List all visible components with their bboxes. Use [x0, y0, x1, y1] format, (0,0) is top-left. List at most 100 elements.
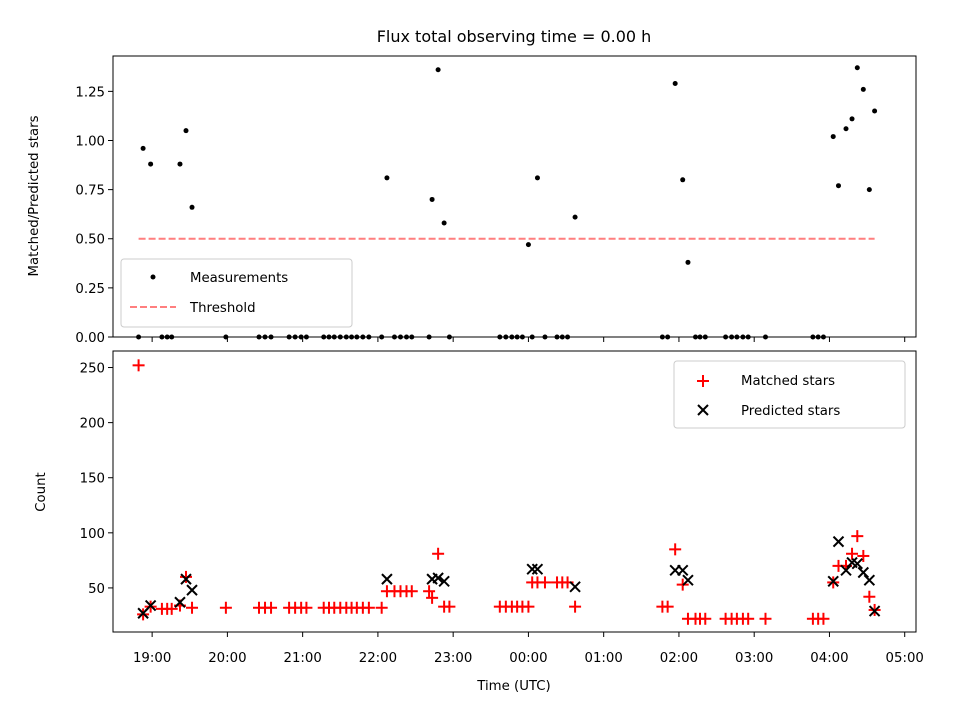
measurement-point — [354, 334, 360, 340]
measurement-point — [366, 334, 372, 340]
predicted-star-point — [381, 573, 393, 585]
x-tick-label: 22:00 — [359, 651, 397, 666]
measurement-point — [169, 334, 175, 340]
x-tick-label: 19:00 — [133, 651, 171, 666]
measurement-point — [349, 334, 355, 340]
measurement-point — [404, 334, 410, 340]
measurement-point — [697, 334, 703, 340]
measurement-point — [360, 334, 366, 340]
measurement-point — [672, 81, 678, 87]
measurement-point — [292, 334, 298, 340]
predicted-star-point — [438, 575, 450, 588]
measurement-point — [572, 214, 578, 220]
measurement-point — [446, 334, 452, 340]
measurement-point — [734, 334, 740, 340]
measurement-point — [745, 334, 751, 340]
matched-star-point — [863, 590, 876, 603]
measurement-point — [391, 334, 397, 340]
matched-star-point — [661, 600, 674, 613]
predicted-star-point — [432, 572, 444, 584]
measurement-point — [872, 108, 878, 114]
top-y-tick-label: 1.00 — [75, 134, 105, 149]
matched-star-point — [186, 601, 199, 614]
top-y-tick-label: 0.50 — [75, 233, 105, 248]
matched-star-point — [669, 543, 682, 556]
measurement-point — [815, 334, 821, 340]
top-y-tick-label: 1.25 — [75, 85, 105, 100]
measurement-point — [331, 334, 337, 340]
predicted-star-point — [851, 557, 864, 570]
matched-star-point — [375, 601, 388, 614]
measurement-point — [435, 67, 441, 73]
measurement-point — [692, 334, 698, 340]
top-y-axis-label: Matched/Predicted stars — [27, 115, 42, 276]
predicted-star-point — [676, 564, 689, 576]
matched-star-point — [699, 612, 712, 625]
predicted-star-point — [174, 596, 186, 608]
measurement-point — [810, 334, 816, 340]
measurement-point — [159, 334, 165, 340]
legend-predicted-label: Predicted stars — [741, 404, 840, 419]
bottom-y-tick-label: 150 — [80, 472, 105, 487]
x-tick-label: 03:00 — [735, 651, 773, 666]
measurement-point — [337, 334, 343, 340]
bottom-y-tick-label: 200 — [80, 417, 105, 432]
measurement-point — [189, 204, 195, 210]
measurement-point — [426, 334, 432, 340]
legend-predicted-marker — [697, 404, 709, 416]
x-tick-label: 04:00 — [810, 651, 848, 666]
top-y-tick-label: 0.25 — [75, 282, 105, 297]
top-y-tick-label: 0.00 — [75, 331, 105, 346]
measurement-point — [409, 334, 415, 340]
legend-measurements-marker — [150, 274, 156, 280]
measurement-point — [503, 334, 509, 340]
measurement-point — [854, 65, 860, 71]
measurement-point — [565, 334, 571, 340]
matched-star-point — [426, 591, 439, 604]
measurement-point — [379, 334, 385, 340]
measurement-point — [303, 334, 309, 340]
top-plot-area — [136, 65, 878, 340]
predicted-star-point — [531, 563, 544, 575]
measurement-point — [397, 334, 403, 340]
measurement-point — [866, 187, 872, 193]
matched-star-point — [165, 602, 178, 615]
legend-threshold-label: Threshold — [189, 301, 256, 316]
measurement-point — [559, 334, 565, 340]
x-tick-label: 01:00 — [585, 651, 623, 666]
matched-star-point — [405, 585, 418, 598]
measurement-point — [148, 161, 154, 167]
bottom-x-ticks: 19:00 20:00 21:00 22:00 23:00 00:00 01:00 02:00… — [133, 632, 924, 666]
predicted-star-point — [832, 535, 845, 548]
predicted-star-point — [569, 581, 581, 593]
measurement-point — [665, 334, 671, 340]
top-axes-frame — [112, 55, 917, 338]
measurement-point — [740, 334, 746, 340]
measurement-point — [441, 220, 447, 226]
predicted-star-point — [682, 574, 694, 586]
x-tick-label: 00:00 — [509, 651, 547, 666]
measurement-point — [542, 334, 548, 340]
measurement-point — [702, 334, 708, 340]
x-tick-label: 21:00 — [283, 651, 321, 666]
measurement-point — [298, 334, 304, 340]
legend-measurements-label: Measurements — [190, 271, 288, 286]
measurement-point — [843, 126, 849, 132]
x-tick-label: 20:00 — [208, 651, 246, 666]
measurement-point — [343, 334, 349, 340]
bottom-y-tick-label: 250 — [80, 362, 105, 377]
predicted-star-point — [827, 575, 839, 588]
chart-title: Flux total observing time = 0.00 h — [377, 27, 652, 46]
top-y-tick-label: 0.75 — [75, 184, 105, 199]
legend-matched-label: Matched stars — [741, 374, 835, 389]
measurement-point — [164, 334, 170, 340]
matched-star-point — [362, 601, 375, 614]
measurement-point — [177, 161, 183, 167]
measurement-point — [525, 242, 531, 248]
bottom-axes-frame — [112, 350, 917, 633]
measurement-point — [384, 175, 390, 181]
measurement-point — [680, 177, 686, 183]
predicted-star-point — [863, 574, 876, 586]
measurement-point — [514, 334, 520, 340]
